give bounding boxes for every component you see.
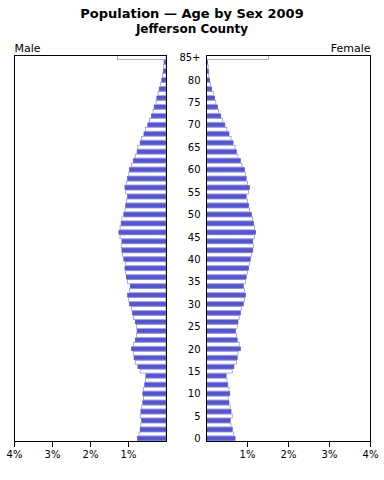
svg-text:65: 65 xyxy=(188,142,201,153)
svg-text:50: 50 xyxy=(188,209,201,220)
svg-text:80: 80 xyxy=(188,75,201,86)
svg-text:3%: 3% xyxy=(322,449,338,460)
svg-text:5: 5 xyxy=(194,411,200,422)
svg-text:Female: Female xyxy=(331,42,371,55)
html-text:Population — Age by Sex 2009: Population — Age by Sex 2009 xyxy=(80,6,304,21)
svg-text:4%: 4% xyxy=(7,449,23,460)
svg-text:15: 15 xyxy=(188,366,201,377)
svg-text:1%: 1% xyxy=(240,449,256,460)
svg-text:25: 25 xyxy=(188,321,201,332)
svg-text:2%: 2% xyxy=(281,449,297,460)
svg-text:85+: 85+ xyxy=(179,52,200,63)
svg-text:60: 60 xyxy=(188,164,201,175)
svg-text:75: 75 xyxy=(188,97,201,108)
svg-text:Male: Male xyxy=(15,42,41,55)
svg-text:1%: 1% xyxy=(121,449,137,460)
svg-text:40: 40 xyxy=(188,254,201,265)
svg-text:30: 30 xyxy=(188,299,201,310)
svg-text:10: 10 xyxy=(188,388,201,399)
svg-text:20: 20 xyxy=(188,344,201,355)
svg-text:70: 70 xyxy=(188,119,201,130)
svg-text:3%: 3% xyxy=(45,449,61,460)
svg-text:4%: 4% xyxy=(363,449,379,460)
svg-text:45: 45 xyxy=(188,231,201,242)
svg-text:35: 35 xyxy=(188,276,201,287)
html-text:Jefferson County: Jefferson County xyxy=(135,22,249,36)
svg-text:2%: 2% xyxy=(83,449,99,460)
svg-text:55: 55 xyxy=(188,187,201,198)
svg-text:0: 0 xyxy=(194,433,200,444)
